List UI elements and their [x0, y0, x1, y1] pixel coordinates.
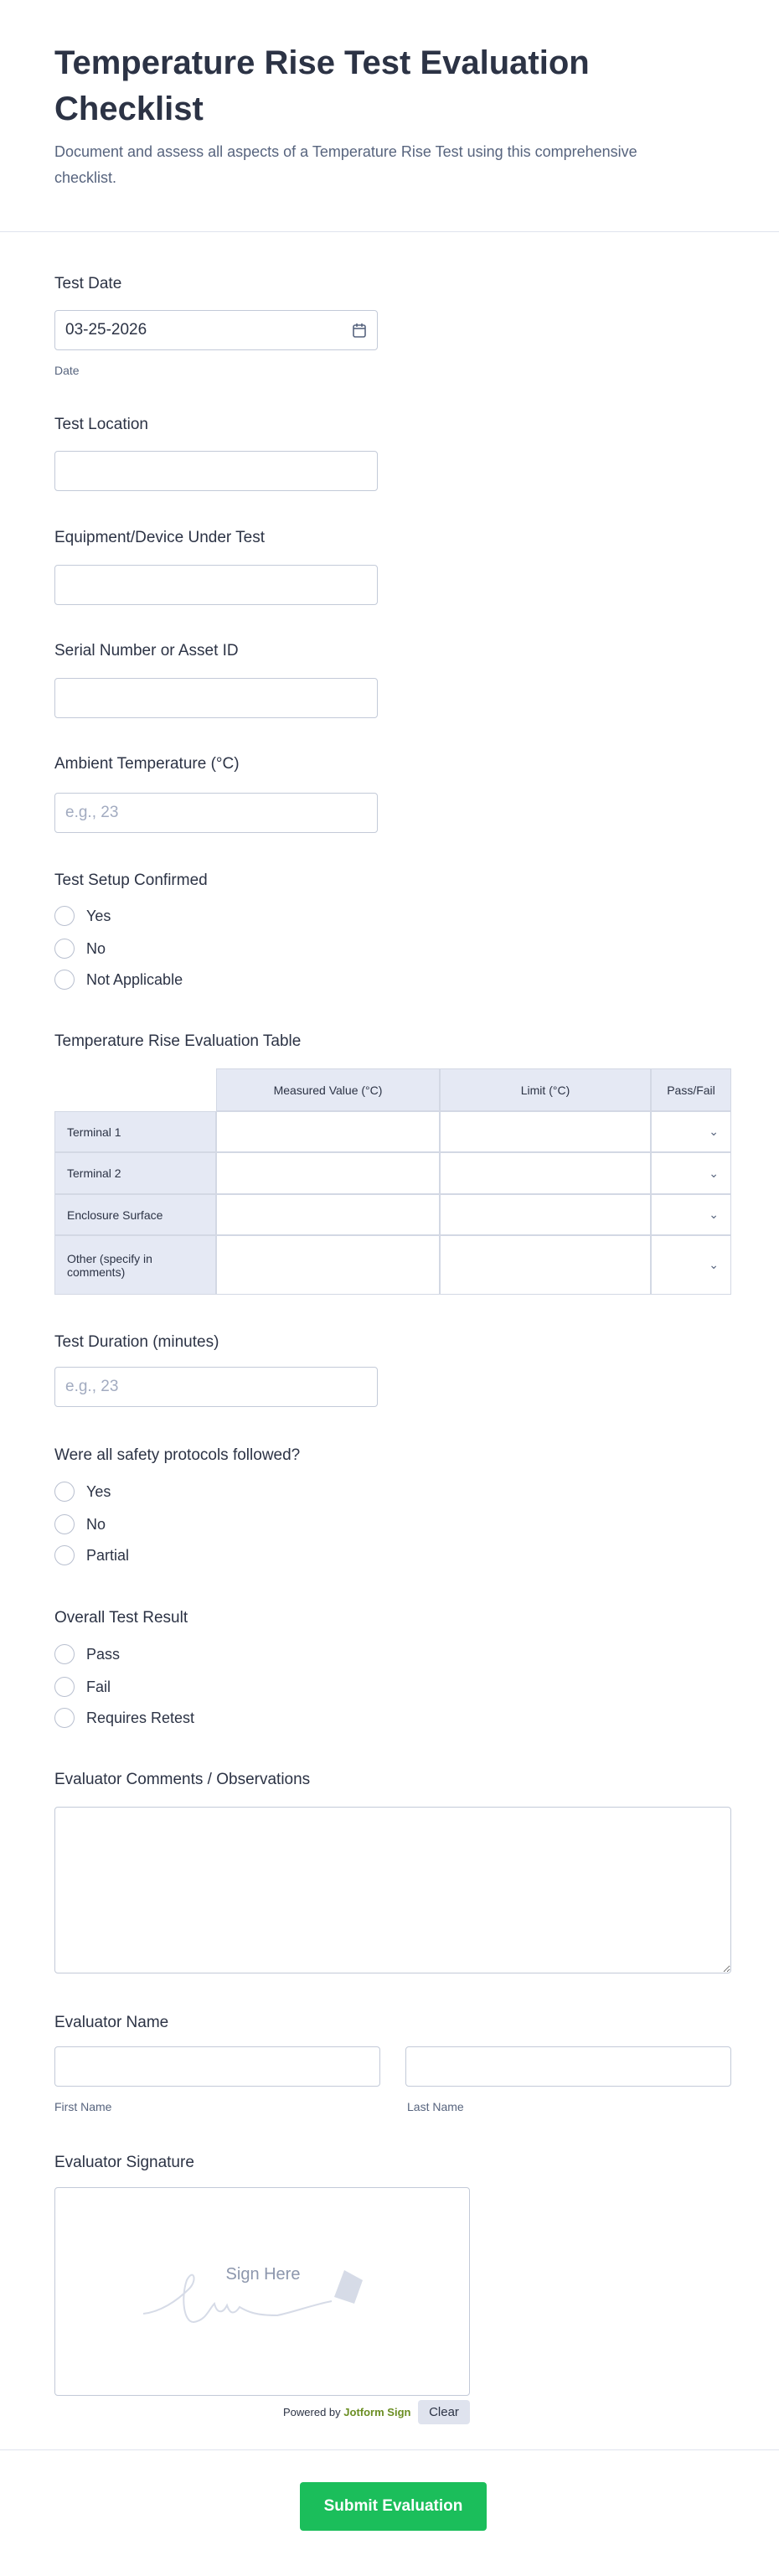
result-option-pass[interactable]: Pass	[54, 1644, 120, 1664]
measured-cell[interactable]	[216, 1152, 440, 1194]
ambient-label: Ambient Temperature (°C)	[54, 755, 240, 773]
option-label: Requires Retest	[86, 1709, 195, 1726]
row-label: Enclosure Surface	[54, 1194, 216, 1235]
test-date-label: Test Date	[54, 275, 122, 292]
duration-label: Test Duration (minutes)	[54, 1333, 219, 1351]
powered-by-text: Powered by	[283, 2406, 341, 2418]
divider	[0, 2449, 779, 2450]
measured-cell[interactable]	[216, 1111, 440, 1152]
pass-fail-select[interactable]: ⌄	[651, 1235, 731, 1295]
measured-cell[interactable]	[216, 1194, 440, 1235]
setup-label: Test Setup Confirmed	[54, 872, 208, 889]
column-header: Limit (°C)	[440, 1068, 651, 1111]
safety-option-yes[interactable]: Yes	[54, 1482, 111, 1502]
signature-pad[interactable]: Sign Here	[54, 2187, 470, 2396]
option-label: Yes	[86, 907, 111, 924]
radio-button[interactable]	[54, 970, 75, 990]
radio-button[interactable]	[54, 1677, 75, 1697]
radio-button[interactable]	[54, 1644, 75, 1664]
chevron-down-icon: ⌄	[709, 1258, 719, 1271]
result-option-retest[interactable]: Requires Retest	[54, 1708, 194, 1728]
result-option-fail[interactable]: Fail	[54, 1677, 111, 1697]
page-title: Temperature Rise Test Evaluation Checkli…	[54, 44, 590, 127]
clear-signature-button[interactable]: Clear	[418, 2400, 470, 2424]
signature-scribble-icon	[143, 2270, 363, 2324]
column-header: Measured Value (°C)	[216, 1068, 440, 1111]
option-label: Fail	[86, 1678, 111, 1695]
equipment-label: Equipment/Device Under Test	[54, 529, 265, 546]
radio-button[interactable]	[54, 1514, 75, 1534]
first-name-input[interactable]	[54, 2046, 380, 2087]
calendar-icon[interactable]	[352, 322, 367, 339]
pass-fail-select[interactable]: ⌄	[651, 1111, 731, 1152]
test-date-sublabel: Date	[54, 364, 80, 377]
chevron-down-icon: ⌄	[709, 1125, 719, 1138]
option-label: No	[86, 939, 106, 957]
row-label: Other (specify in comments)	[54, 1235, 216, 1295]
result-label: Overall Test Result	[54, 1609, 188, 1627]
corner-cell	[54, 1068, 216, 1111]
option-label: Pass	[86, 1645, 121, 1663]
last-name-input[interactable]	[405, 2046, 731, 2087]
divider	[0, 231, 779, 232]
measured-cell[interactable]	[216, 1235, 440, 1295]
limit-cell[interactable]	[440, 1111, 651, 1152]
name-label: Evaluator Name	[54, 2014, 169, 2031]
radio-button[interactable]	[54, 906, 75, 926]
sign-here-text: Sign Here	[225, 2265, 301, 2284]
radio-button[interactable]	[54, 1708, 75, 1728]
limit-cell[interactable]	[440, 1152, 651, 1194]
serial-input[interactable]	[54, 678, 378, 718]
ambient-placeholder: e.g., 23	[65, 804, 119, 821]
test-location-label: Test Location	[54, 416, 148, 433]
last-name-sublabel: Last Name	[407, 2100, 464, 2113]
signature-label: Evaluator Signature	[54, 2154, 194, 2171]
serial-label: Serial Number or Asset ID	[54, 642, 239, 660]
page-subtitle: Document and assess all aspects of a Tem…	[54, 143, 637, 186]
ambient-input[interactable]: e.g., 23	[54, 793, 378, 833]
row-label: Terminal 1	[54, 1111, 216, 1152]
safety-option-partial[interactable]: Partial	[54, 1545, 129, 1565]
option-label: Yes	[86, 1482, 111, 1500]
first-name-sublabel: First Name	[54, 2100, 112, 2113]
equipment-input[interactable]	[54, 565, 378, 605]
test-date-input[interactable]: 03-25-2026	[54, 310, 378, 350]
duration-placeholder: e.g., 23	[65, 1378, 119, 1395]
limit-cell[interactable]	[440, 1194, 651, 1235]
row-label: Terminal 2	[54, 1152, 216, 1194]
chevron-down-icon: ⌄	[709, 1166, 719, 1180]
test-location-input[interactable]	[54, 451, 378, 491]
limit-cell[interactable]	[440, 1235, 651, 1295]
setup-option-na[interactable]: Not Applicable	[54, 970, 183, 990]
comments-label: Evaluator Comments / Observations	[54, 1771, 311, 1788]
safety-option-no[interactable]: No	[54, 1514, 106, 1534]
setup-option-yes[interactable]: Yes	[54, 906, 111, 926]
powered-by: Powered by Jotform Sign	[283, 2406, 410, 2418]
chevron-down-icon: ⌄	[709, 1208, 719, 1221]
submit-button[interactable]: Submit Evaluation	[300, 2482, 487, 2531]
column-header: Pass/Fail	[651, 1068, 731, 1111]
setup-option-no[interactable]: No	[54, 939, 106, 959]
option-label: Partial	[86, 1546, 130, 1564]
radio-button[interactable]	[54, 1482, 75, 1502]
pass-fail-select[interactable]: ⌄	[651, 1152, 731, 1194]
radio-button[interactable]	[54, 1545, 75, 1565]
duration-input[interactable]: e.g., 23	[54, 1367, 378, 1407]
radio-button[interactable]	[54, 939, 75, 959]
jotform-sign-logo: Jotform Sign	[343, 2406, 411, 2418]
pass-fail-select[interactable]: ⌄	[651, 1194, 731, 1235]
safety-label: Were all safety protocols followed?	[54, 1446, 301, 1464]
table-label: Temperature Rise Evaluation Table	[54, 1032, 302, 1050]
test-date-value: 03-25-2026	[65, 321, 147, 339]
evaluation-table: Measured Value (°C) Limit (°C) Pass/Fail…	[54, 1068, 731, 1295]
option-label: No	[86, 1515, 106, 1533]
option-label: Not Applicable	[86, 970, 183, 988]
comments-textarea[interactable]	[54, 1807, 731, 1973]
